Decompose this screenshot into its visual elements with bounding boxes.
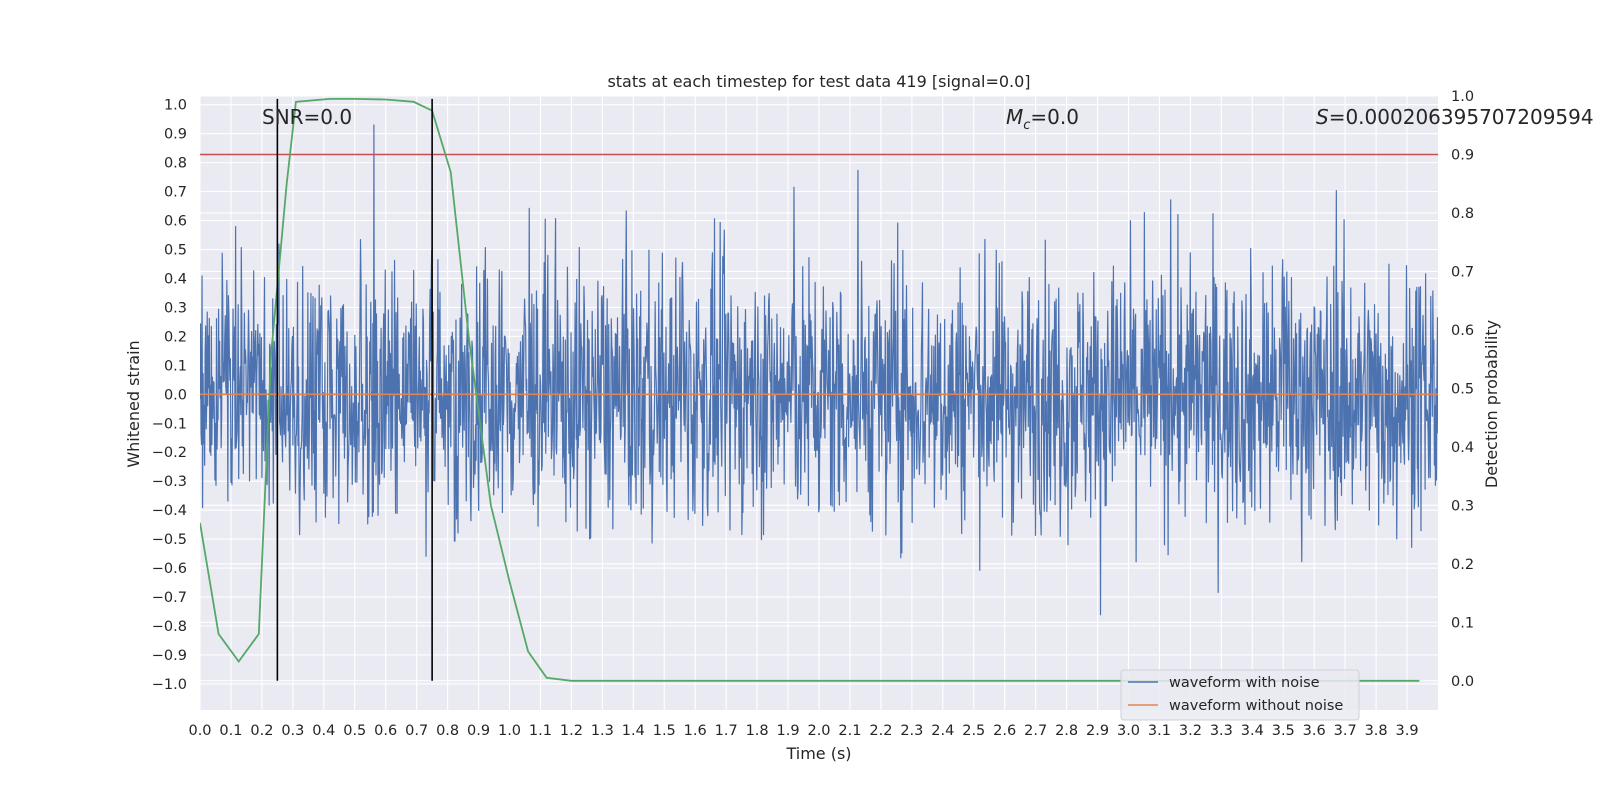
y-tick-label: 0.7 xyxy=(164,185,187,201)
chart-title: stats at each timestep for test data 419… xyxy=(607,72,1030,91)
x-tick-label: 3.8 xyxy=(1365,723,1388,739)
y-tick-label: −0.9 xyxy=(152,648,187,664)
x-tick-label: 1.7 xyxy=(715,723,738,739)
y2-tick-label: 0.5 xyxy=(1451,381,1474,397)
x-tick-label: 1.0 xyxy=(498,723,521,739)
y-tick-label: −0.1 xyxy=(152,416,187,432)
s-annotation: S=0.000206395707209594 xyxy=(1316,105,1594,129)
x-tick-label: 3.9 xyxy=(1396,723,1419,739)
mc-annotation: Mc=0.0 xyxy=(1006,105,1079,133)
y-tick-labels: 1.0 0.9 0.8 0.7 0.6 0.5 0.4 0.3 0.2 0.1 0.0 −0.1 −0.… xyxy=(152,98,187,693)
x-tick-label: 1.9 xyxy=(777,723,800,739)
x-tick-label: 3.1 xyxy=(1148,723,1171,739)
x-tick-label: 0.9 xyxy=(467,723,490,739)
y-tick-label: 0.1 xyxy=(164,358,187,374)
x-tick-label: 2.6 xyxy=(993,723,1016,739)
x-tick-label: 2.1 xyxy=(838,723,861,739)
x-tick-label: 2.7 xyxy=(1024,723,1047,739)
x-tick-labels: 0.0 0.1 0.2 0.3 0.4 0.5 0.6 0.7 0.8 0.9 1.0 1.1 1.2 1… xyxy=(188,723,1418,739)
x-tick-label: 2.5 xyxy=(962,723,985,739)
x-tick-label: 2.3 xyxy=(900,723,923,739)
legend-label-clean: waveform without noise xyxy=(1169,698,1343,714)
y2-tick-label: 0.0 xyxy=(1451,674,1474,690)
y2-tick-label: 1.0 xyxy=(1451,89,1474,105)
y-tick-label: −0.5 xyxy=(152,532,187,548)
y-tick-label: 0.5 xyxy=(164,243,187,259)
y2-axis-label: Detection probability xyxy=(1482,320,1501,488)
legend-box xyxy=(1120,669,1360,721)
x-tick-label: 1.2 xyxy=(560,723,583,739)
y-tick-label: −0.6 xyxy=(152,561,187,577)
x-tick-label: 0.6 xyxy=(374,723,397,739)
x-tick-label: 2.8 xyxy=(1055,723,1078,739)
y-tick-label: 0.4 xyxy=(164,271,187,287)
x-tick-label: 0.7 xyxy=(405,723,428,739)
y2-tick-label: 0.2 xyxy=(1451,557,1474,573)
y-tick-label: −0.4 xyxy=(152,503,187,519)
x-tick-label: 0.5 xyxy=(343,723,366,739)
x-tick-label: 1.8 xyxy=(746,723,769,739)
x-tick-label: 0.1 xyxy=(219,723,242,739)
y-tick-label: 0.3 xyxy=(164,300,187,316)
y2-tick-label: 0.7 xyxy=(1451,264,1474,280)
x-tick-label: 1.4 xyxy=(622,723,645,739)
y-axis-label: Whitened strain xyxy=(124,340,143,467)
y-tick-label: −0.2 xyxy=(152,445,187,461)
y-tick-label: 0.8 xyxy=(164,156,187,172)
x-tick-label: 3.0 xyxy=(1117,723,1140,739)
y-tick-label: 0.0 xyxy=(164,387,187,403)
y2-tick-labels: 1.0 0.9 0.8 0.7 0.6 0.5 0.4 0.3 0.2 0.1 0.0 xyxy=(1451,89,1474,690)
x-tick-label: 2.4 xyxy=(931,723,954,739)
x-tick-label: 2.2 xyxy=(869,723,892,739)
y-tick-label: −0.8 xyxy=(152,619,187,635)
x-tick-label: 3.3 xyxy=(1210,723,1233,739)
x-tick-label: 0.4 xyxy=(312,723,335,739)
x-tick-label: 0.8 xyxy=(436,723,459,739)
y2-tick-label: 0.3 xyxy=(1451,498,1474,514)
x-tick-label: 3.5 xyxy=(1272,723,1295,739)
x-tick-label: 3.4 xyxy=(1241,723,1264,739)
y-tick-label: 0.2 xyxy=(164,329,187,345)
x-tick-label: 3.2 xyxy=(1179,723,1202,739)
x-tick-label: 1.5 xyxy=(653,723,676,739)
snr-annotation: SNR=0.0 xyxy=(262,105,352,129)
x-tick-label: 3.6 xyxy=(1303,723,1326,739)
y-tick-label: 0.9 xyxy=(164,127,187,143)
x-tick-label: 3.7 xyxy=(1334,723,1357,739)
x-tick-label: 0.0 xyxy=(188,723,211,739)
y-tick-label: −0.7 xyxy=(152,590,187,606)
x-tick-label: 1.3 xyxy=(591,723,614,739)
x-tick-label: 2.0 xyxy=(807,723,830,739)
y-tick-label: −1.0 xyxy=(152,677,187,693)
y-tick-label: 1.0 xyxy=(164,98,187,114)
x-axis-label: Time (s) xyxy=(785,744,851,763)
y2-tick-label: 0.9 xyxy=(1451,147,1474,163)
legend-label-noise: waveform with noise xyxy=(1169,675,1320,691)
series-waveform-with-noise xyxy=(200,124,1438,616)
y-tick-label: −0.3 xyxy=(152,474,187,490)
y2-tick-label: 0.1 xyxy=(1451,615,1474,631)
x-tick-label: 0.2 xyxy=(250,723,273,739)
series-detection-probability xyxy=(200,98,1420,682)
y2-tick-label: 0.4 xyxy=(1451,440,1474,456)
legend: waveform with noise waveform without noi… xyxy=(1120,669,1360,721)
y2-tick-label: 0.6 xyxy=(1451,323,1474,339)
y2-tick-label: 0.8 xyxy=(1451,206,1474,222)
x-tick-label: 1.6 xyxy=(684,723,707,739)
x-tick-label: 0.3 xyxy=(281,723,304,739)
y-tick-label: 0.6 xyxy=(164,214,187,230)
x-tick-label: 2.9 xyxy=(1086,723,1109,739)
x-tick-label: 1.1 xyxy=(529,723,552,739)
